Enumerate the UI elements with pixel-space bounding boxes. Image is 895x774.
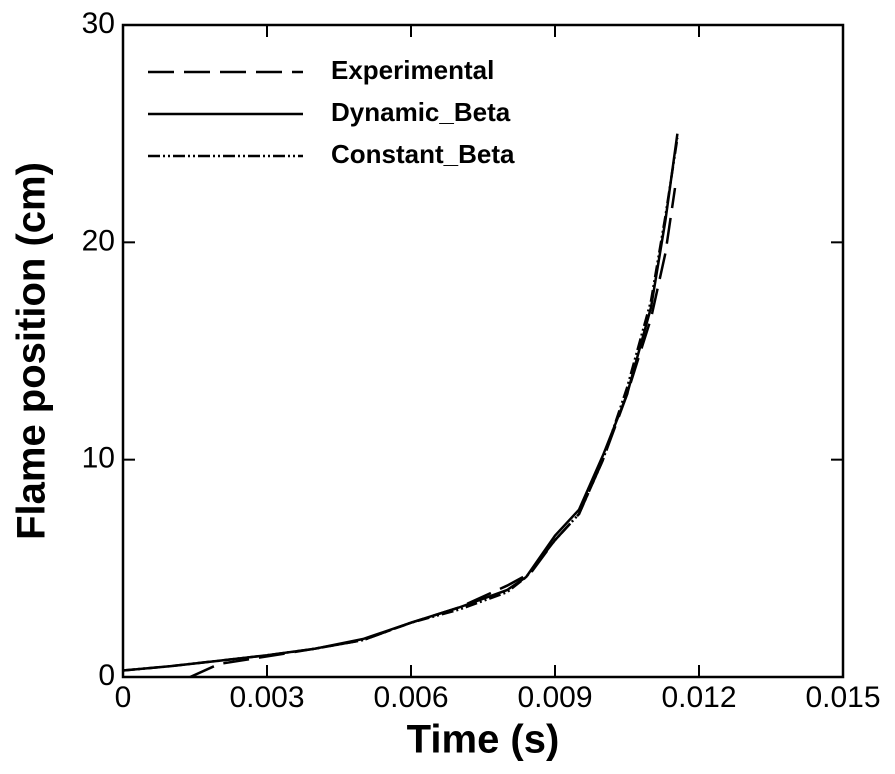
x-tick-label: 0.006 <box>373 681 448 714</box>
y-tick-label: 0 <box>98 659 115 692</box>
plot-frame <box>121 23 845 679</box>
x-tick-label: 0.009 <box>517 681 592 714</box>
x-tick-label: 0.015 <box>805 681 880 714</box>
legend-label: Experimental <box>331 55 494 85</box>
series-line <box>123 137 679 672</box>
y-tick-label: 20 <box>82 224 115 257</box>
x-axis-title: Time (s) <box>407 718 560 762</box>
series-line <box>189 187 677 677</box>
y-axis-title: Flame position (cm) <box>10 162 54 540</box>
x-tick-label: 0.012 <box>661 681 736 714</box>
x-tick-label: 0 <box>115 681 132 714</box>
legend-label: Constant_Beta <box>331 139 515 169</box>
y-tick-label: 10 <box>82 442 115 475</box>
y-tick-label: 30 <box>82 7 115 40</box>
legend-label: Dynamic_Beta <box>331 97 511 127</box>
series-line <box>123 133 679 672</box>
x-tick-label: 0.003 <box>229 681 304 714</box>
